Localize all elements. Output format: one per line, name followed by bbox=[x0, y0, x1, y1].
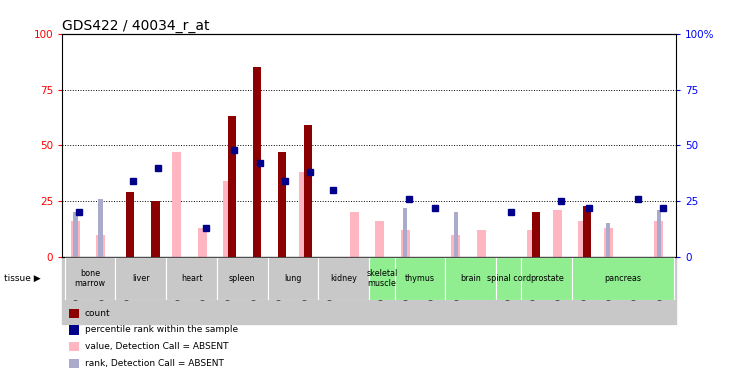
Bar bbox=[521, 257, 572, 300]
Text: prostate: prostate bbox=[530, 274, 564, 283]
Bar bbox=[401, 230, 410, 257]
Bar bbox=[64, 257, 115, 300]
Bar bbox=[572, 257, 674, 300]
Bar bbox=[350, 212, 359, 257]
Bar bbox=[253, 67, 261, 257]
Bar bbox=[454, 212, 458, 257]
Text: percentile rank within the sample: percentile rank within the sample bbox=[85, 326, 238, 334]
Text: skeletal
muscle: skeletal muscle bbox=[366, 269, 398, 288]
Bar bbox=[451, 235, 461, 257]
Bar bbox=[115, 257, 166, 300]
Text: lung: lung bbox=[284, 274, 302, 283]
Bar bbox=[299, 172, 308, 257]
Bar bbox=[319, 257, 369, 300]
Bar bbox=[73, 212, 77, 257]
Bar bbox=[227, 116, 235, 257]
Text: pancreas: pancreas bbox=[605, 274, 641, 283]
Bar bbox=[656, 210, 661, 257]
Text: heart: heart bbox=[181, 274, 202, 283]
Bar bbox=[395, 257, 445, 300]
Text: brain: brain bbox=[461, 274, 481, 283]
Bar bbox=[303, 125, 312, 257]
Text: spinal cord: spinal cord bbox=[487, 274, 531, 283]
Bar bbox=[99, 199, 103, 257]
Text: kidney: kidney bbox=[330, 274, 357, 283]
Bar bbox=[151, 201, 159, 257]
Text: thymus: thymus bbox=[405, 274, 435, 283]
Bar bbox=[403, 208, 407, 257]
Bar bbox=[496, 257, 521, 300]
Bar bbox=[445, 257, 496, 300]
Text: value, Detection Call = ABSENT: value, Detection Call = ABSENT bbox=[85, 342, 228, 351]
Text: GDS422 / 40034_r_at: GDS422 / 40034_r_at bbox=[62, 19, 210, 33]
Text: rank, Detection Call = ABSENT: rank, Detection Call = ABSENT bbox=[85, 359, 224, 368]
Bar bbox=[62, 257, 676, 324]
Text: tissue ▶: tissue ▶ bbox=[4, 274, 40, 283]
Bar bbox=[528, 230, 537, 257]
Bar bbox=[197, 228, 207, 257]
Bar bbox=[71, 221, 80, 257]
Bar bbox=[553, 210, 562, 257]
Bar bbox=[654, 221, 664, 257]
Bar bbox=[173, 152, 181, 257]
Bar bbox=[126, 192, 135, 257]
Bar bbox=[583, 206, 591, 257]
Text: liver: liver bbox=[132, 274, 150, 283]
Bar bbox=[532, 212, 540, 257]
Bar bbox=[223, 181, 232, 257]
Bar bbox=[96, 235, 105, 257]
Bar bbox=[217, 257, 268, 300]
Bar bbox=[375, 221, 385, 257]
Text: spleen: spleen bbox=[229, 274, 256, 283]
Bar bbox=[578, 221, 588, 257]
Bar bbox=[166, 257, 217, 300]
Text: count: count bbox=[85, 309, 110, 318]
Bar bbox=[369, 257, 395, 300]
Bar bbox=[606, 224, 610, 257]
Bar bbox=[268, 257, 319, 300]
Text: bone
marrow: bone marrow bbox=[75, 269, 105, 288]
Bar bbox=[477, 230, 486, 257]
Bar bbox=[279, 152, 287, 257]
Bar bbox=[604, 228, 613, 257]
